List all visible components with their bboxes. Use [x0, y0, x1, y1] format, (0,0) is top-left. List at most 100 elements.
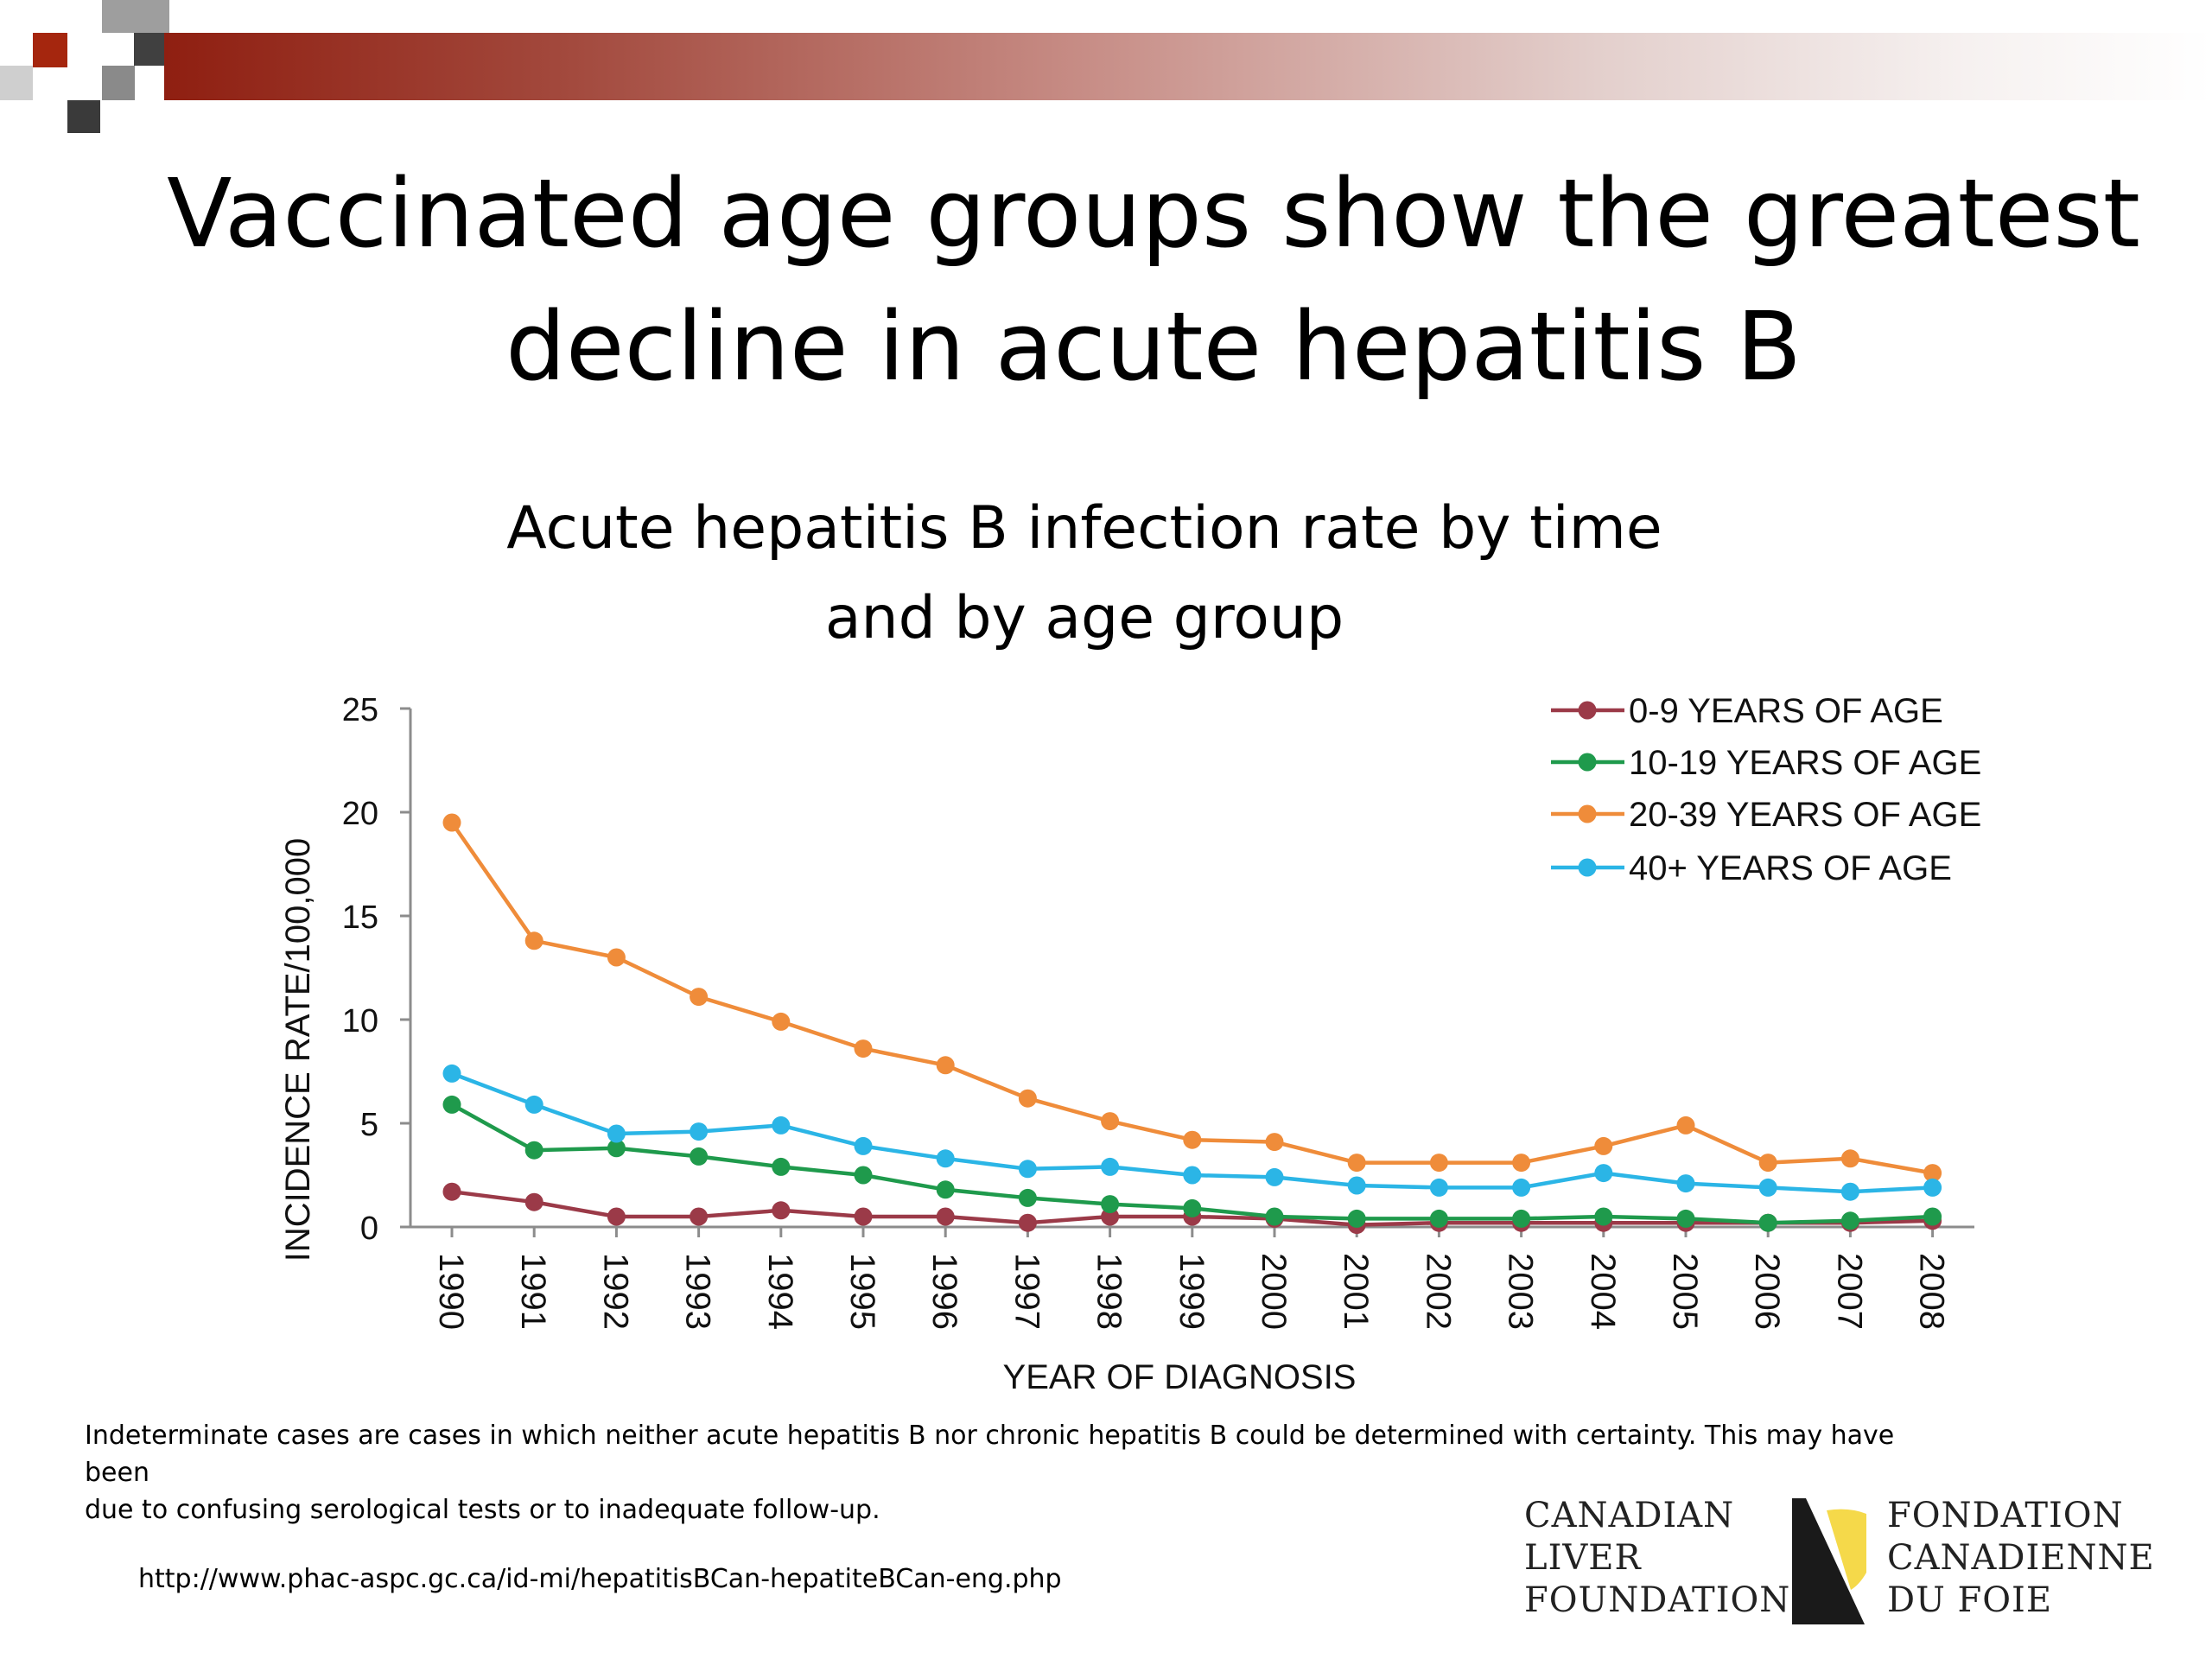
data-point: [690, 988, 709, 1007]
data-point: [1183, 1198, 1202, 1217]
data-point: [524, 1141, 543, 1160]
legend-item: 20-39 YEARS OF AGE: [1551, 796, 1981, 834]
x-tick-label: 2008: [1913, 1253, 1951, 1330]
legend-label: 10-19 YEARS OF AGE: [1629, 744, 1981, 782]
logo-english-name: CANADIAN LIVER FOUNDATION: [1524, 1495, 1790, 1622]
canadian-liver-foundation-logo: CANADIAN LIVER FOUNDATION FONDATION CANA…: [1521, 1495, 2154, 1624]
slide-title-line-2: decline in acute hepatitis B: [505, 291, 1802, 402]
data-point: [854, 1136, 873, 1155]
data-point: [442, 1064, 461, 1083]
y-tick-label: 15: [342, 899, 378, 936]
data-point: [1429, 1209, 1448, 1228]
data-point: [690, 1147, 709, 1166]
data-point: [1347, 1154, 1366, 1173]
data-point: [1840, 1182, 1859, 1201]
x-tick-label: 1992: [596, 1253, 634, 1330]
legend-marker: [1578, 753, 1597, 772]
data-point: [1018, 1160, 1037, 1179]
corner-square-gray-top: [102, 0, 169, 33]
chart-title: Acute hepatitis B infection rate by time…: [363, 484, 1806, 664]
chart-axes: 0 5 10 15 20 25 1990 1991 1992 1993 1994 1995 1996 19…: [342, 692, 1974, 1330]
corner-square-gray-mid: [102, 66, 135, 100]
source-url: http://www.phac-aspc.gc.ca/id-mi/hepatit…: [138, 1564, 1062, 1594]
data-point: [442, 1182, 461, 1201]
x-tick-label: 2006: [1748, 1253, 1786, 1330]
slide-title: Vaccinated age groups show the greatest …: [130, 147, 2177, 413]
x-tick-label: 2004: [1584, 1253, 1622, 1330]
data-point: [1923, 1207, 1942, 1226]
y-axis-label: INCIDENCE RATE/100,000: [279, 838, 317, 1262]
legend-item: 0-9 YEARS OF AGE: [1551, 692, 1943, 730]
data-point: [936, 1149, 955, 1168]
data-point: [1018, 1188, 1037, 1207]
data-point: [1594, 1207, 1613, 1226]
chart-title-line-2: and by age group: [824, 584, 1344, 652]
x-tick-label: 1995: [843, 1253, 881, 1330]
x-tick-label: 1996: [925, 1253, 963, 1330]
data-point: [1347, 1209, 1366, 1228]
logo-french-name: FONDATION CANADIENNE DU FOIE: [1887, 1495, 2155, 1622]
data-point: [1512, 1209, 1531, 1228]
corner-squares-decoration: [0, 0, 169, 133]
logo-fr-line-3: DU FOIE: [1887, 1580, 2053, 1620]
data-point: [1758, 1213, 1777, 1232]
data-point: [1265, 1167, 1284, 1186]
legend-label: 0-9 YEARS OF AGE: [1629, 692, 1943, 730]
series-40-years-of-age: [442, 1064, 1942, 1201]
data-point: [1347, 1176, 1366, 1195]
data-point: [524, 1192, 543, 1211]
data-point: [1265, 1207, 1284, 1226]
legend-marker: [1578, 701, 1597, 720]
data-point: [442, 1095, 461, 1114]
data-point: [772, 1012, 791, 1031]
legend-marker: [1578, 804, 1597, 823]
data-point: [1429, 1154, 1448, 1173]
y-tick-label: 20: [342, 796, 378, 832]
x-tick-label: 2003: [1502, 1253, 1540, 1330]
incidence-line-chart: 0 5 10 15 20 25 1990 1991 1992 1993 1994 1995 1996 19…: [279, 692, 1981, 1396]
data-point: [1758, 1178, 1777, 1197]
x-tick-label: 2001: [1337, 1253, 1375, 1330]
chart-legend: 0-9 YEARS OF AGE 10-19 YEARS OF AGE 20-39 …: [1551, 692, 1981, 887]
data-point: [1923, 1178, 1942, 1197]
chart-title-line-1: Acute hepatitis B infection rate by time: [506, 494, 1662, 563]
data-point: [607, 948, 626, 967]
data-point: [1840, 1149, 1859, 1168]
logo-fr-line-1: FONDATION: [1887, 1496, 2124, 1535]
note-line-2: due to confusing serological tests or to…: [85, 1495, 880, 1525]
data-point: [524, 1095, 543, 1114]
y-tick-label: 5: [360, 1107, 378, 1143]
series-10-19-years-of-age: [442, 1095, 1942, 1232]
data-point: [442, 813, 461, 832]
x-tick-label: 2007: [1830, 1253, 1868, 1330]
x-tick-label: 2005: [1666, 1253, 1704, 1330]
data-point: [1429, 1178, 1448, 1197]
series-20-39-years-of-age: [442, 813, 1942, 1183]
data-point: [607, 1207, 626, 1226]
data-point: [607, 1139, 626, 1158]
data-point: [1923, 1164, 1942, 1183]
x-tick-label: 1994: [761, 1253, 799, 1330]
data-point: [772, 1116, 791, 1135]
logo-en-line-1: CANADIAN: [1524, 1496, 1735, 1535]
data-point: [690, 1122, 709, 1141]
logo-yellow-shape: [1827, 1509, 1866, 1590]
x-tick-label: 2002: [1419, 1253, 1457, 1330]
data-point: [1840, 1211, 1859, 1230]
data-point: [772, 1201, 791, 1220]
data-point: [1018, 1213, 1037, 1232]
slide-title-line-1: Vaccinated age groups show the greatest: [167, 158, 2140, 269]
data-point: [690, 1207, 709, 1226]
data-point: [607, 1124, 626, 1143]
x-tick-label: 1997: [1007, 1253, 1046, 1330]
data-point: [854, 1166, 873, 1185]
data-point: [1512, 1154, 1531, 1173]
x-tick-label: 1993: [679, 1253, 717, 1330]
corner-square-light: [0, 66, 33, 100]
data-point: [1676, 1116, 1695, 1135]
y-tick-label: 0: [360, 1211, 378, 1247]
legend-label: 20-39 YEARS OF AGE: [1629, 796, 1981, 834]
data-point: [772, 1157, 791, 1176]
data-point: [1101, 1207, 1120, 1226]
x-tick-label: 1998: [1090, 1253, 1128, 1330]
